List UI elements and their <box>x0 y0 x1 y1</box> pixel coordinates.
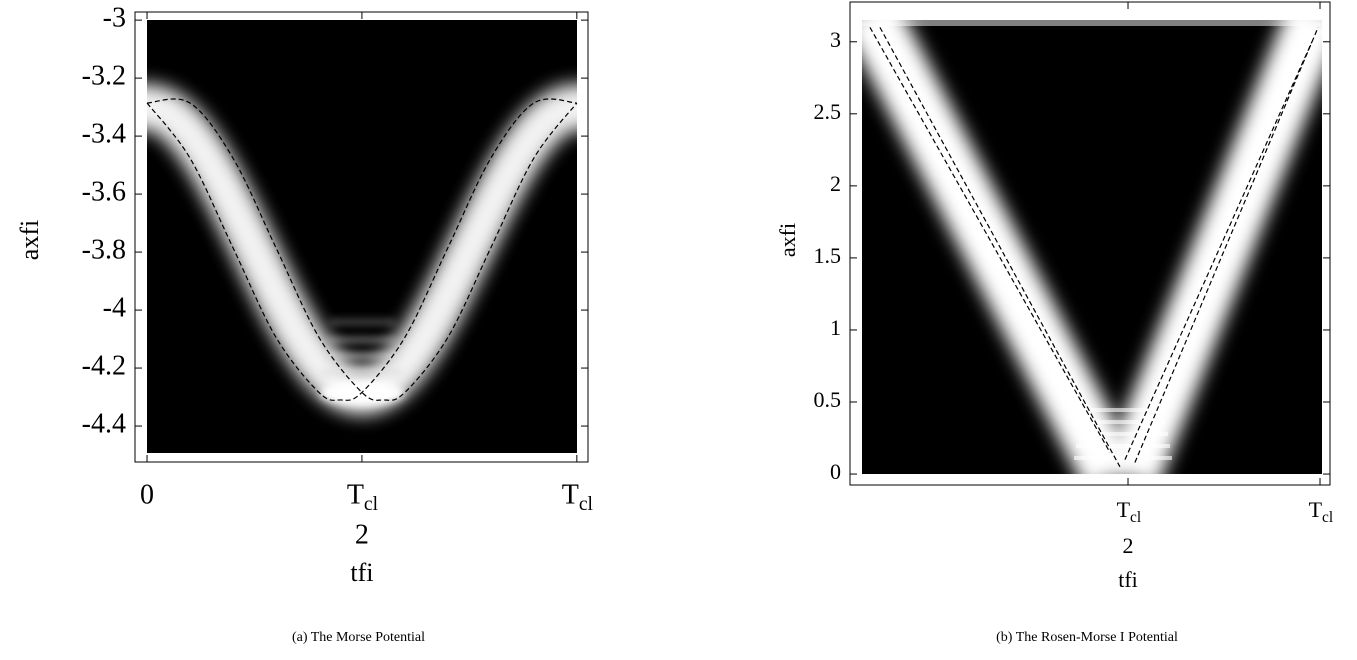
y-axis-label: axfi <box>15 220 44 260</box>
x-tick-denominator: 2 <box>355 519 369 550</box>
y-tick-label: -3.6 <box>82 177 126 208</box>
x-tick-subscript: cl <box>1322 509 1333 526</box>
dashed-curve <box>879 27 1121 468</box>
y-tick-label: -3.2 <box>82 61 126 92</box>
x-tick-subscript: cl <box>1130 509 1141 526</box>
y-tick-label: -3 <box>103 3 126 34</box>
y-tick-label: 2.5 <box>814 99 842 124</box>
x-tick-label: T <box>1309 497 1323 522</box>
dashed-curve <box>1124 41 1313 460</box>
x-tick-subscript: cl <box>579 494 594 515</box>
y-tick-label: 0 <box>830 459 841 484</box>
y-tick-label: -4 <box>103 292 126 323</box>
x-tick-label: 0 <box>140 479 154 510</box>
x-tick-subscript: cl <box>364 494 379 515</box>
x-axis-label: tfi <box>1118 567 1138 592</box>
y-tick-label: -3.8 <box>82 234 126 265</box>
y-tick-label: 2 <box>830 171 841 196</box>
y-tick-label: 0.5 <box>814 387 842 412</box>
x-tick-denominator: 2 <box>1123 533 1134 558</box>
x-axis-label: tfi <box>350 558 373 587</box>
caption: (a) The Morse Potential <box>292 630 425 645</box>
y-tick-label: 1 <box>830 315 841 340</box>
y-tick-label: -4.4 <box>82 408 126 439</box>
y-tick-label: -3.4 <box>82 119 126 150</box>
dashed-curve <box>146 98 577 401</box>
y-tick-label: 3 <box>830 27 841 52</box>
dashed-curve <box>869 27 1111 453</box>
y-tick-label: 1.5 <box>814 243 842 268</box>
dashed-curve <box>1134 27 1319 463</box>
caption: (b) The Rosen-Morse I Potential <box>996 630 1178 645</box>
x-tick-label: T <box>562 479 579 510</box>
y-tick-label: -4.2 <box>82 350 126 381</box>
x-tick-label: T <box>347 479 364 510</box>
x-tick-label: T <box>1117 497 1131 522</box>
dashed-curve <box>146 98 578 401</box>
y-axis-label: axfi <box>775 223 800 257</box>
